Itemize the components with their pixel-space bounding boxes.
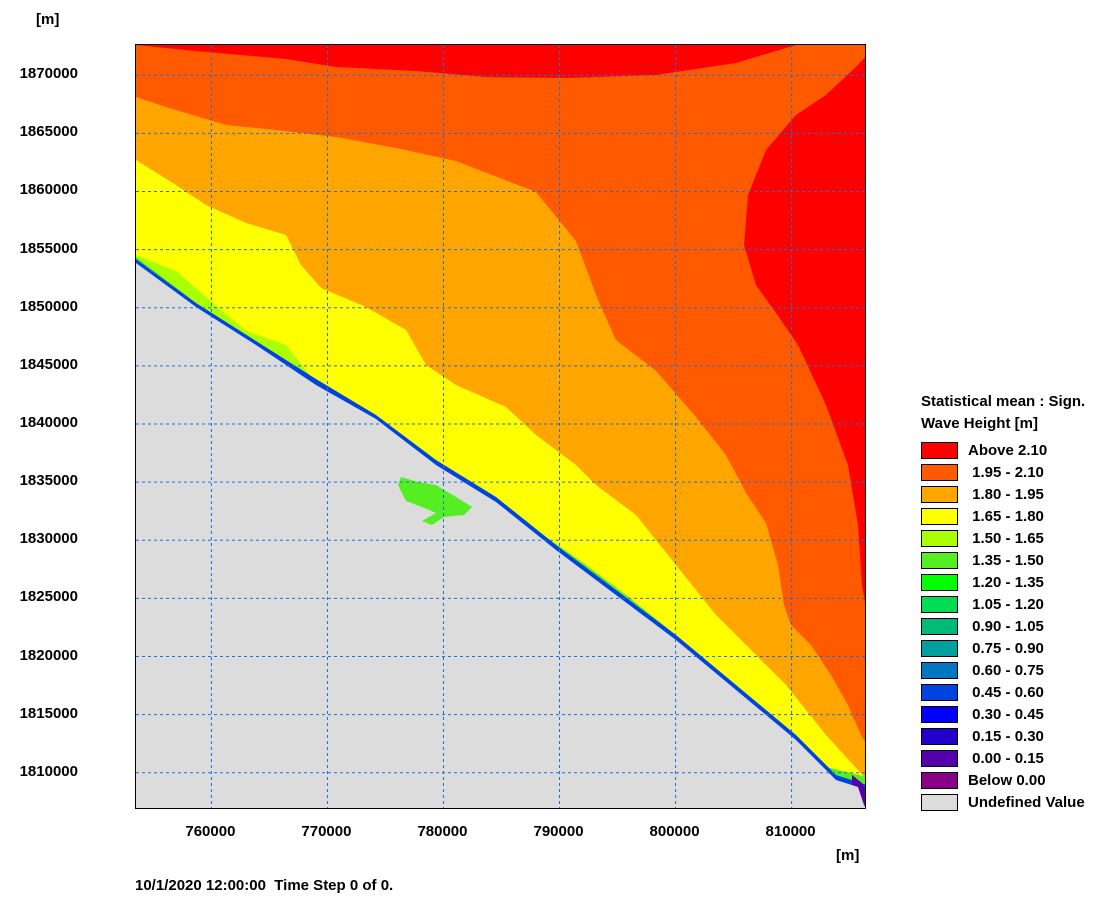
legend-swatch — [921, 683, 958, 701]
legend-item: 0.75 - 0.90 — [921, 638, 1044, 658]
y-tick-label: 1850000 — [19, 297, 78, 315]
legend-item: 1.65 - 1.80 — [921, 506, 1044, 526]
legend-swatch — [921, 749, 958, 767]
y-tick-label: 1830000 — [19, 530, 78, 548]
legend-swatch — [921, 573, 958, 591]
legend-swatch — [921, 441, 958, 459]
legend-item: 1.20 - 1.35 — [921, 572, 1044, 592]
legend-swatch — [921, 551, 958, 569]
x-tick-label: 770000 — [301, 823, 352, 840]
grid-lines — [136, 45, 865, 808]
legend-item: 0.45 - 0.60 — [921, 682, 1044, 702]
x-tick-label: 780000 — [417, 823, 468, 840]
y-tick-label: 1840000 — [19, 414, 78, 431]
legend-item: 0.90 - 1.05 — [921, 616, 1044, 636]
legend-swatch — [921, 793, 958, 811]
legend-swatch — [921, 463, 958, 481]
legend-label: 0.45 - 0.60 — [968, 683, 1044, 701]
legend-label: 1.50 - 1.65 — [968, 529, 1044, 547]
legend-label: 1.05 - 1.20 — [968, 595, 1044, 613]
legend-item: 1.95 - 2.10 — [921, 462, 1044, 482]
y-tick-label: 1845000 — [19, 355, 78, 373]
legend-label: Below 0.00 — [968, 771, 1046, 789]
legend-item: 0.30 - 0.45 — [921, 704, 1044, 724]
x-tick-label: 760000 — [185, 823, 236, 840]
legend-swatch — [921, 727, 958, 745]
legend-item: 1.80 - 1.95 — [921, 484, 1044, 504]
legend-item: 0.60 - 0.75 — [921, 660, 1044, 680]
y-tick-label: 1820000 — [19, 646, 78, 664]
legend-swatch — [921, 639, 958, 657]
y-tick-label: 1865000 — [19, 123, 78, 141]
legend-item: 1.50 - 1.65 — [921, 528, 1044, 548]
legend-swatch — [921, 485, 958, 503]
legend-label: 1.80 - 1.95 — [968, 485, 1044, 503]
legend-label: 1.35 - 1.50 — [968, 551, 1044, 569]
x-tick-label: 790000 — [533, 823, 584, 840]
x-tick-label: 810000 — [765, 823, 816, 840]
legend-item: 1.35 - 1.50 — [921, 550, 1044, 570]
legend-title-line-1: Statistical mean : Sign. — [921, 393, 1086, 410]
legend-title: Statistical mean : Sign. Wave Height [m] — [921, 391, 1085, 435]
y-axis-unit-label: [m] — [36, 11, 60, 28]
legend-swatch — [921, 507, 958, 525]
legend-swatch — [921, 771, 958, 789]
nearshore-green-patch — [398, 477, 472, 525]
y-tick-label: 1870000 — [19, 65, 78, 83]
legend-swatch — [921, 595, 958, 613]
legend-label: 0.75 - 0.90 — [968, 639, 1044, 657]
legend-swatch — [921, 705, 958, 723]
legend-label: 0.30 - 0.45 — [968, 705, 1044, 723]
plot-area — [135, 44, 866, 809]
legend-title-line-2: Wave Height [m] — [921, 415, 1038, 432]
y-tick-label: 1815000 — [19, 704, 78, 722]
time-step-footer: 10/1/2020 12:00:00 Time Step 0 of 0. — [135, 877, 394, 894]
y-tick-label: 1825000 — [19, 588, 78, 606]
x-axis-unit-label: [m] — [836, 847, 860, 864]
legend-label: Above 2.10 — [968, 441, 1048, 459]
x-tick-label: 800000 — [649, 823, 700, 840]
undefined-land — [136, 263, 865, 808]
wave-height-map — [136, 45, 865, 808]
legend-item: Below 0.00 — [921, 770, 1046, 790]
y-tick-label: 1855000 — [19, 239, 78, 257]
legend-item: 0.00 - 0.15 — [921, 748, 1044, 768]
legend-label: 1.20 - 1.35 — [968, 573, 1044, 591]
legend-label: Undefined Value — [968, 793, 1085, 811]
legend-item: 1.05 - 1.20 — [921, 594, 1044, 614]
y-tick-label: 1835000 — [19, 472, 78, 490]
legend-swatch — [921, 617, 958, 635]
legend-swatch — [921, 529, 958, 547]
legend-item: Undefined Value — [921, 792, 1085, 812]
legend-label: 0.90 - 1.05 — [968, 617, 1044, 635]
legend-item: 0.15 - 0.30 — [921, 726, 1044, 746]
legend-item: Above 2.10 — [921, 440, 1047, 460]
legend-label: 0.00 - 0.15 — [968, 749, 1044, 767]
legend-label: 0.15 - 0.30 — [968, 727, 1044, 745]
legend-label: 1.65 - 1.80 — [968, 507, 1044, 525]
y-tick-label: 1810000 — [19, 762, 78, 780]
legend-label: 0.60 - 0.75 — [968, 661, 1044, 679]
y-tick-label: 1860000 — [19, 181, 78, 199]
legend-swatch — [921, 661, 958, 679]
legend-label: 1.95 - 2.10 — [968, 463, 1044, 481]
